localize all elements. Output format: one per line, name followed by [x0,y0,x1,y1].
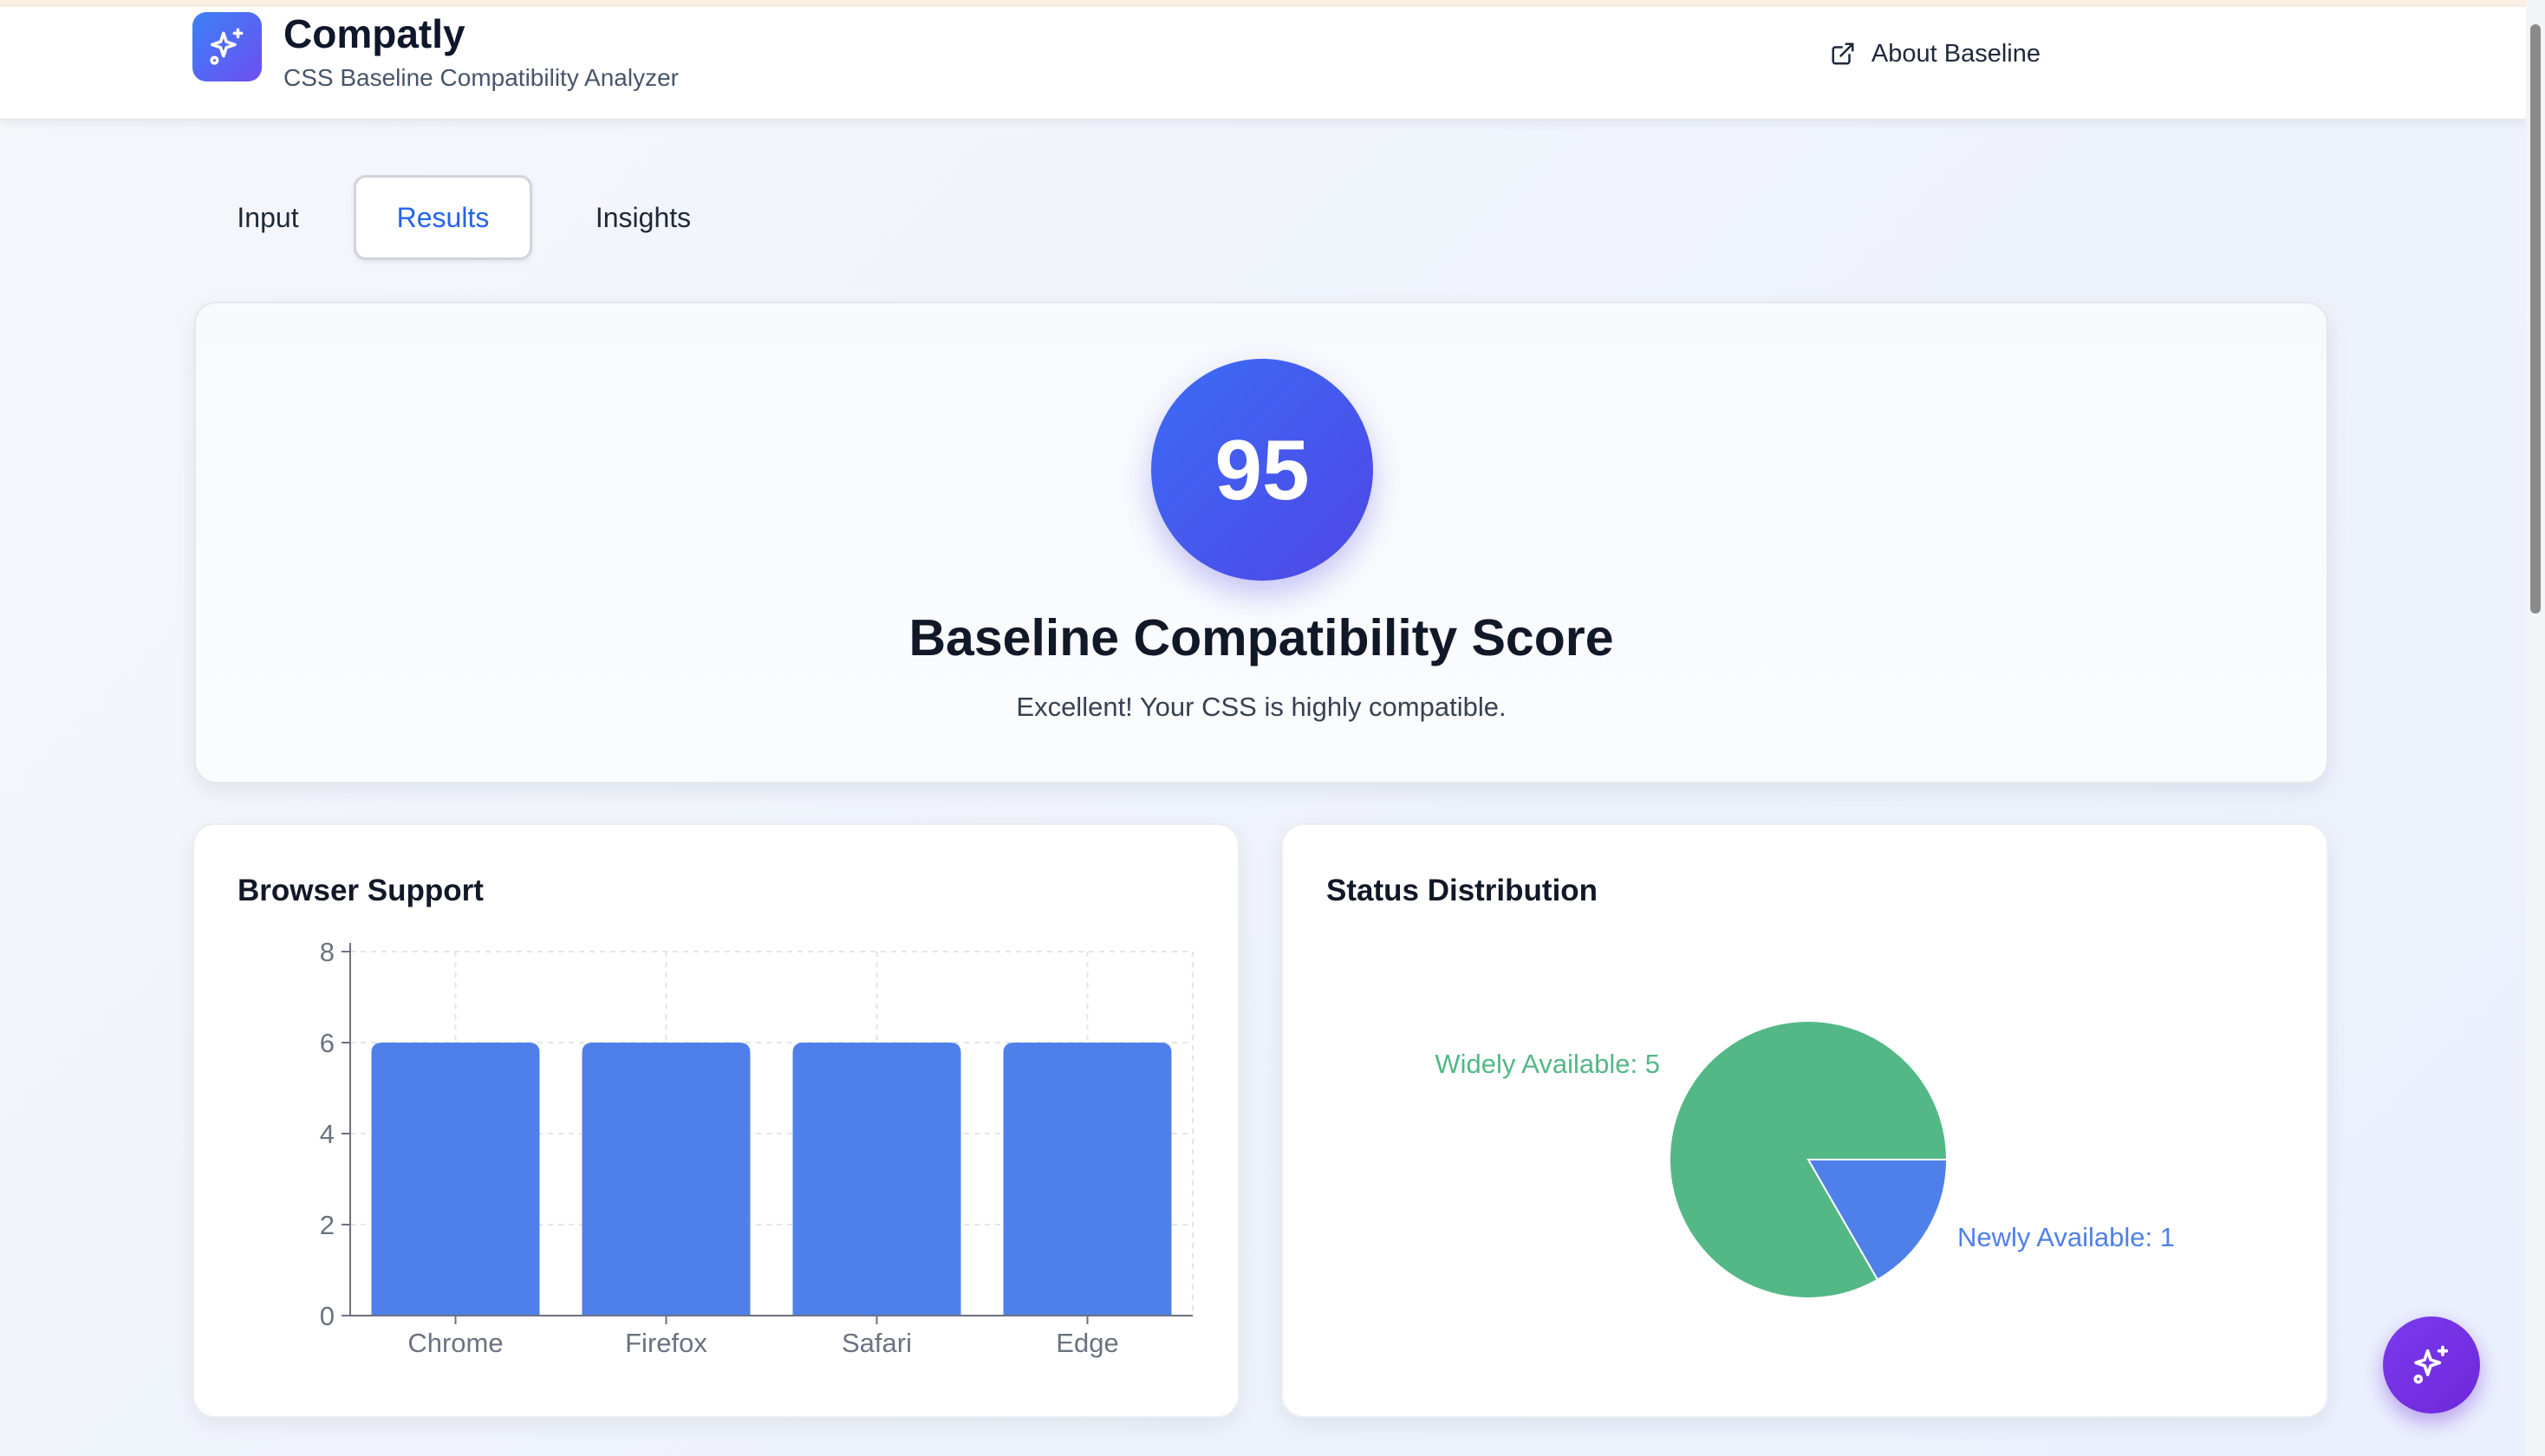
sparkles-icon [2413,1345,2449,1384]
pie-label-widely-available: Widely Available: 5 [1435,1049,1660,1079]
score-title: Baseline Compatibility Score [908,609,1614,666]
y-tick-label: 0 [320,1301,335,1331]
y-tick-label: 6 [320,1028,335,1058]
score-message: Excellent! Your CSS is highly compatible… [1016,692,1507,722]
tab-insights[interactable]: Insights [595,201,692,233]
bar-edge[interactable] [1003,1043,1172,1316]
top-accent-line [0,0,2526,7]
tab-bar: Input Results Insights [192,175,749,260]
x-tick-label: Chrome [407,1328,503,1358]
bar-safari[interactable] [792,1043,961,1316]
status-distribution-title: Status Distribution [1326,874,1598,907]
y-tick-label: 4 [320,1119,335,1149]
y-tick-label: 2 [320,1210,335,1240]
pie-label-newly-available: Newly Available: 1 [1957,1222,2175,1252]
bar-firefox[interactable] [582,1043,751,1316]
x-tick-label: Firefox [625,1328,707,1358]
ai-assistant-button[interactable] [2383,1316,2480,1414]
score-badge: 95 [1151,359,1373,581]
tab-results[interactable]: Results [354,175,532,260]
app-header: Compatly CSS Baseline Compatibility Anal… [0,7,2526,120]
browser-support-title: Browser Support [238,874,484,907]
bar-chrome[interactable] [371,1043,540,1316]
status-distribution-panel: Status Distribution Widely Available: 5 N… [1281,823,2328,1418]
tab-input[interactable]: Input [237,201,299,233]
browser-support-chart: 0 2 4 6 8 Chrome Firefox Safari Edge [320,937,1194,1358]
scrollbar[interactable] [2526,0,2545,1456]
score-card: 95 Baseline Compatibility Score Excellen… [194,302,2328,783]
scrollbar-thumb[interactable] [2530,24,2541,614]
pie-slice-widely-available[interactable] [1669,1020,1949,1299]
about-baseline-label: About Baseline [1871,39,2041,68]
app-subtitle: CSS Baseline Compatibility Analyzer [283,64,679,91]
pie-slice-newly-available[interactable] [1806,1159,1949,1281]
app-title: Compatly [283,11,465,56]
app-logo [192,12,262,81]
x-tick-label: Safari [842,1328,912,1358]
external-link-icon [1832,42,1854,65]
sparkles-icon [210,28,244,65]
browser-support-panel: Browser Support 0 2 4 6 8 Chrome Firefox Safari… [192,823,1240,1418]
y-tick-label: 8 [320,937,335,967]
about-baseline-link[interactable]: About Baseline [1830,33,2041,75]
status-distribution-chart: Widely Available: 5 Newly Available: 1 [1435,1020,2175,1299]
x-tick-label: Edge [1056,1328,1118,1358]
